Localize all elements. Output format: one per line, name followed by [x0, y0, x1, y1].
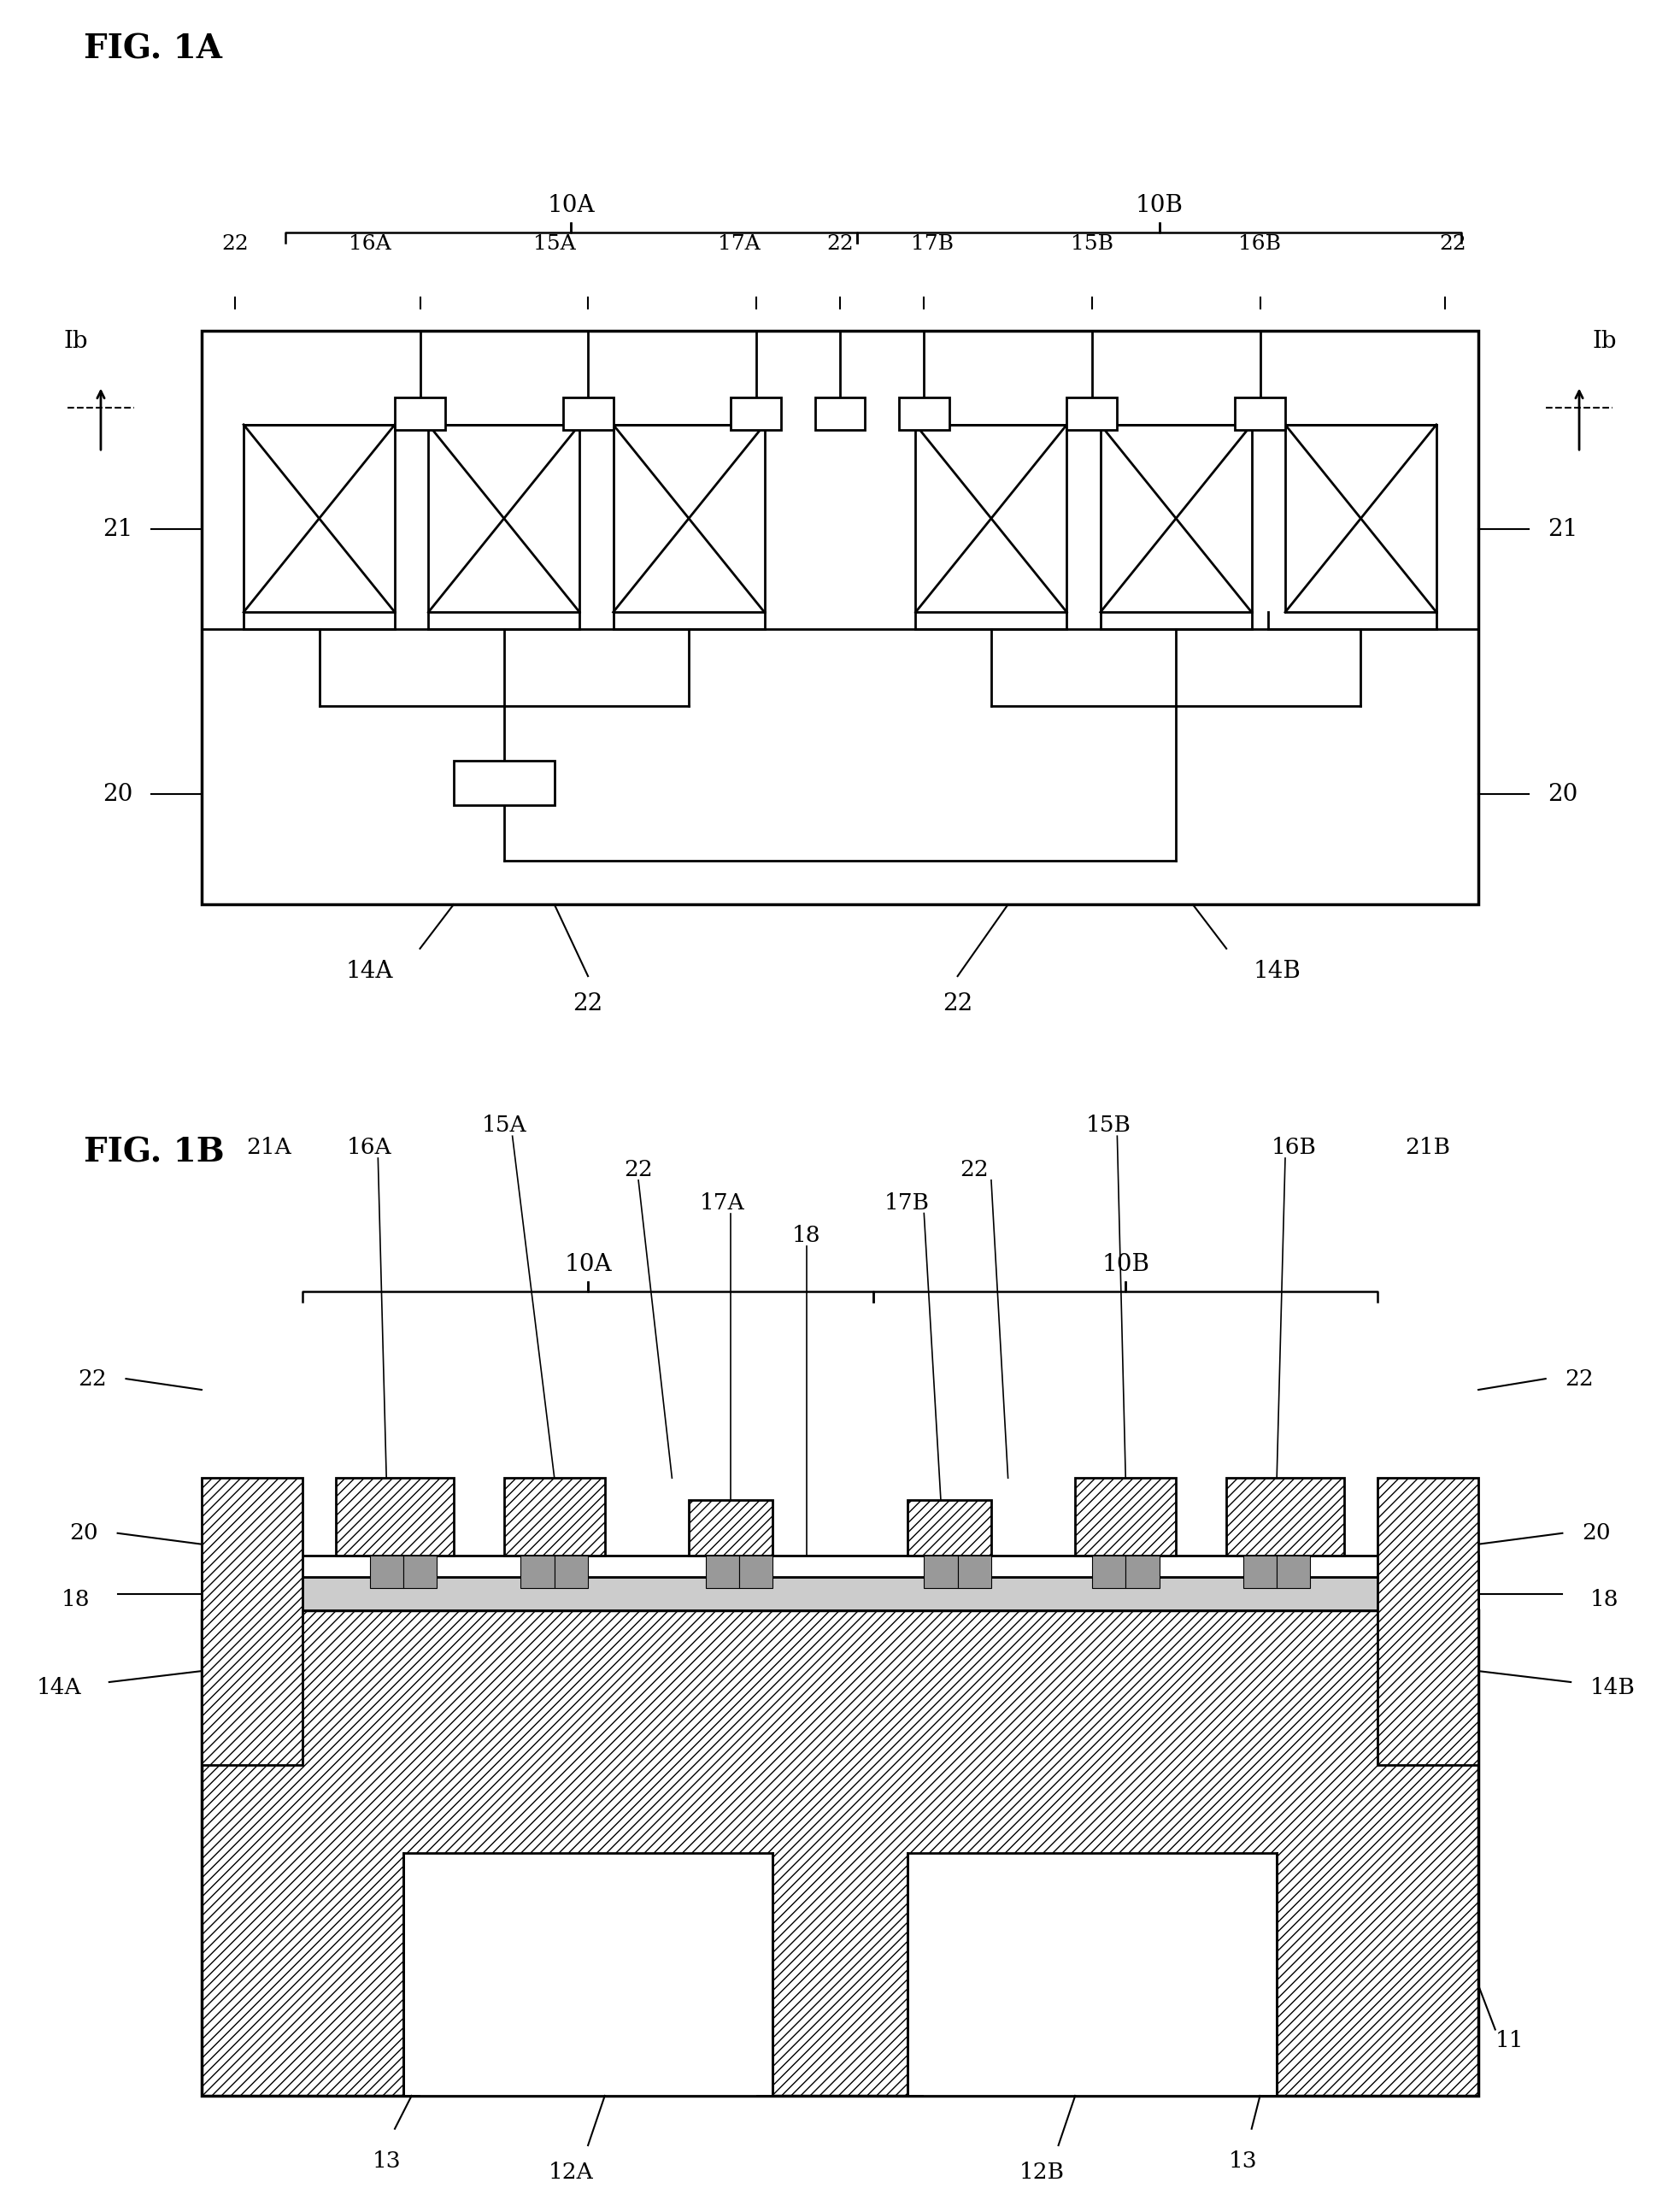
Bar: [1277, 1555, 1310, 1588]
Text: 13: 13: [371, 2151, 402, 2173]
Text: 15A: 15A: [482, 1114, 526, 1136]
Bar: [202, 331, 1478, 904]
Bar: [336, 1478, 454, 1555]
Bar: [924, 1864, 1260, 2096]
Text: 21A: 21A: [247, 1136, 291, 1158]
Bar: [554, 1555, 588, 1588]
Text: 20: 20: [69, 1522, 99, 1544]
Text: 16B: 16B: [1272, 1136, 1315, 1158]
Bar: [613, 424, 764, 611]
Text: 17A: 17A: [701, 1191, 744, 1213]
Text: 22: 22: [623, 1158, 654, 1180]
Text: 17A: 17A: [717, 234, 761, 254]
Text: 21: 21: [1547, 518, 1578, 540]
Text: 22: 22: [827, 234, 853, 254]
Text: 13: 13: [1228, 2151, 1258, 2173]
Text: 12A: 12A: [549, 2162, 593, 2184]
Text: 18: 18: [60, 1588, 91, 1610]
Bar: [202, 1577, 1478, 1610]
Text: 17B: 17B: [885, 1191, 929, 1213]
Text: 22: 22: [959, 1158, 990, 1180]
Text: 20: 20: [102, 783, 133, 805]
Text: 11: 11: [1495, 2030, 1524, 2052]
Bar: [1243, 1555, 1277, 1588]
Text: Ib: Ib: [64, 331, 87, 353]
Bar: [907, 1500, 991, 1555]
Bar: [563, 397, 613, 430]
Bar: [815, 397, 865, 430]
Text: FIG. 1A: FIG. 1A: [84, 33, 222, 66]
Text: 22: 22: [1440, 234, 1467, 254]
Bar: [739, 1555, 773, 1588]
Text: 14A: 14A: [37, 1677, 81, 1699]
Text: 18: 18: [1589, 1588, 1620, 1610]
Bar: [202, 1555, 1478, 1577]
Text: 10A: 10A: [564, 1253, 612, 1275]
Text: 22: 22: [77, 1368, 108, 1390]
Bar: [1235, 397, 1285, 430]
Text: 15B: 15B: [1070, 234, 1114, 254]
Text: 10B: 10B: [1136, 194, 1183, 218]
Bar: [1100, 424, 1252, 611]
Text: 12B: 12B: [1020, 2162, 1063, 2184]
Text: 21: 21: [102, 518, 133, 540]
Bar: [958, 1555, 991, 1588]
Bar: [370, 1555, 403, 1588]
Text: 16A: 16A: [348, 1136, 391, 1158]
Text: 16A: 16A: [348, 234, 391, 254]
Bar: [1285, 424, 1436, 611]
Text: 18: 18: [791, 1224, 822, 1246]
Bar: [1226, 1478, 1344, 1555]
Text: 10B: 10B: [1102, 1253, 1149, 1275]
Text: 20: 20: [1547, 783, 1578, 805]
Bar: [202, 1610, 1478, 2096]
Text: 14B: 14B: [1591, 1677, 1635, 1699]
Bar: [916, 424, 1067, 611]
Text: 22: 22: [222, 234, 249, 254]
Text: 22: 22: [942, 993, 973, 1015]
Text: 22: 22: [1564, 1368, 1594, 1390]
Bar: [1126, 1555, 1159, 1588]
Bar: [689, 1500, 773, 1555]
Text: 21B: 21B: [1406, 1136, 1450, 1158]
Bar: [395, 397, 445, 430]
Bar: [1075, 1478, 1176, 1555]
Text: 10A: 10A: [548, 194, 595, 218]
Bar: [924, 1555, 958, 1588]
Text: 15B: 15B: [1087, 1114, 1131, 1136]
Bar: [403, 1853, 773, 2096]
Text: 15A: 15A: [533, 234, 576, 254]
Bar: [428, 424, 580, 611]
Bar: [1378, 1478, 1478, 1765]
Bar: [521, 1555, 554, 1588]
Bar: [1092, 1555, 1126, 1588]
Bar: [403, 1555, 437, 1588]
Bar: [420, 1864, 756, 2096]
Text: FIG. 1B: FIG. 1B: [84, 1136, 225, 1169]
Bar: [454, 761, 554, 805]
Bar: [731, 397, 781, 430]
Text: 22: 22: [573, 993, 603, 1015]
Bar: [899, 397, 949, 430]
Text: Ib: Ib: [1593, 331, 1616, 353]
Text: 16B: 16B: [1238, 234, 1282, 254]
Bar: [244, 424, 395, 611]
Bar: [504, 1478, 605, 1555]
Text: 14A: 14A: [346, 960, 393, 982]
Bar: [706, 1555, 739, 1588]
Bar: [202, 1478, 302, 1765]
Bar: [1067, 397, 1117, 430]
Text: 14B: 14B: [1253, 960, 1300, 982]
Text: 20: 20: [1581, 1522, 1611, 1544]
Bar: [907, 1853, 1277, 2096]
Text: 17B: 17B: [911, 234, 954, 254]
